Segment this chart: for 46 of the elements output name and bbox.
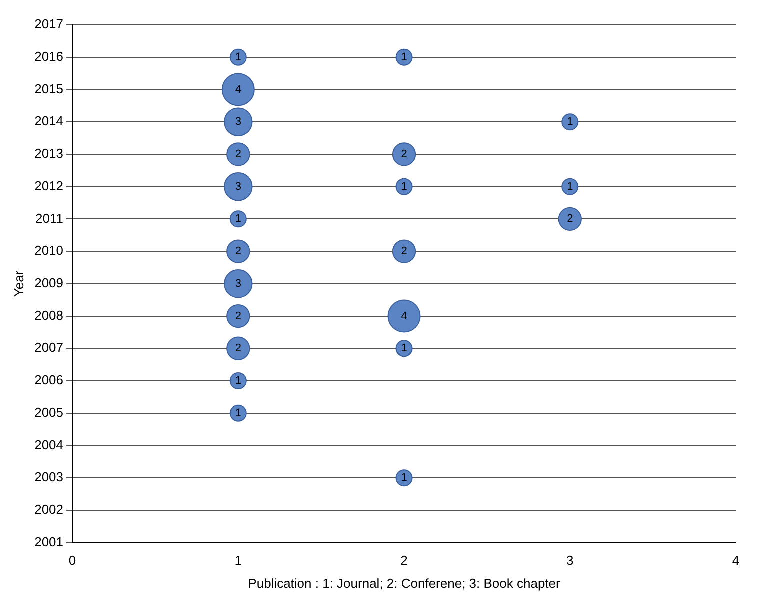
data-label: 1	[401, 472, 408, 484]
data-label: 1	[401, 51, 408, 64]
y-tick-label: 2009	[34, 275, 64, 290]
data-label: 2	[567, 213, 574, 226]
x-tick-label: 3	[566, 553, 574, 568]
x-tick-label: 2	[400, 553, 408, 568]
y-tick-label: 2012	[34, 178, 64, 194]
data-label: 2	[235, 246, 242, 258]
data-label: 2	[235, 310, 242, 322]
data-label: 1	[235, 51, 242, 64]
y-tick-label: 2016	[34, 48, 64, 64]
y-tick-label: 2004	[34, 437, 64, 452]
y-tick-label: 2003	[34, 470, 64, 485]
data-label: 1	[401, 342, 408, 355]
y-tick-label: 2017	[34, 16, 64, 32]
data-label: 2	[235, 148, 242, 160]
y-tick-label: 2010	[34, 243, 64, 258]
y-tick-label: 2015	[34, 81, 64, 96]
data-label: 1	[235, 375, 242, 388]
data-label: 3	[235, 116, 242, 128]
y-tick-label: 2007	[34, 340, 64, 356]
y-tick-label: 2014	[34, 114, 64, 129]
data-label: 1	[401, 180, 408, 193]
data-label: 3	[235, 278, 242, 290]
data-label: 2	[401, 246, 408, 258]
y-tick-label: 2002	[34, 502, 64, 518]
x-tick-label: 4	[732, 553, 740, 568]
y-tick-label: 2006	[34, 372, 64, 388]
y-axis-title: Year	[11, 270, 26, 298]
data-label: 4	[235, 84, 242, 96]
data-label: 1	[567, 116, 574, 128]
data-label: 4	[401, 310, 408, 322]
data-label: 1	[567, 180, 574, 193]
x-tick-label: 0	[68, 553, 76, 568]
data-label: 3	[235, 180, 242, 193]
y-tick-label: 2008	[34, 308, 64, 323]
data-label: 1	[235, 407, 242, 420]
y-tick-label: 2013	[34, 146, 64, 162]
y-tick-label: 2005	[34, 404, 64, 420]
x-tick-label: 1	[234, 553, 242, 568]
data-label: 2	[235, 342, 242, 355]
y-tick-label: 2011	[36, 210, 64, 226]
data-label: 2	[401, 148, 408, 160]
data-label: 1	[235, 213, 242, 226]
x-axis-title: Publication : 1: Journal; 2: Conferene; 3: Book chapter	[248, 576, 562, 591]
y-tick-label: 2001	[34, 534, 64, 550]
